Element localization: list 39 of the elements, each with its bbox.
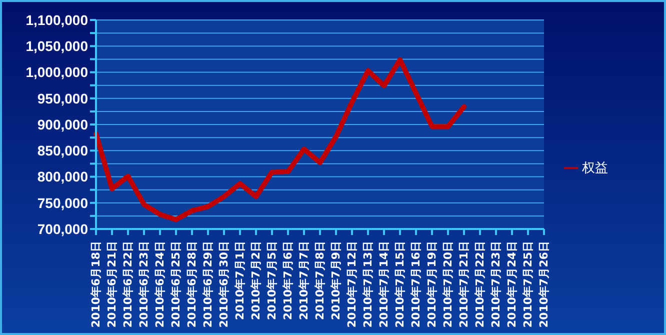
x-tick-label: 2010年7月26日 [538, 241, 550, 328]
x-tick-label: 2010年7月21日 [458, 241, 470, 328]
x-tick-label: 2010年7月1日 [234, 241, 246, 320]
x-tick-label: 2010年7月12日 [346, 241, 358, 328]
x-tick-label: 2010年7月13日 [362, 241, 374, 328]
x-tick-label: 2010年7月7日 [298, 241, 310, 320]
x-tick-label: 2010年7月6日 [282, 241, 294, 320]
x-tick-label: 2010年7月24日 [506, 241, 518, 328]
x-tick-label: 2010年7月2日 [250, 241, 262, 320]
y-tick-label: 700,000 [37, 220, 88, 237]
x-tick-label: 2010年6月23日 [138, 241, 150, 328]
x-tick-label: 2010年6月30日 [218, 241, 230, 328]
x-tick-label: 2010年7月8日 [314, 241, 326, 320]
x-tick-label: 2010年7月20日 [442, 241, 454, 328]
x-tick-label: 2010年6月25日 [170, 241, 182, 328]
x-tick-label: 2010年6月28日 [186, 241, 198, 328]
x-tick-label: 2010年7月14日 [378, 241, 390, 328]
y-tick-label: 900,000 [37, 116, 88, 132]
y-tick-label: 950,000 [37, 90, 88, 106]
x-tick-label: 2010年7月16日 [410, 241, 422, 328]
y-tick-label: 800,000 [37, 168, 88, 185]
legend-label: 权益 [582, 160, 608, 176]
x-tick-label: 2010年7月15日 [394, 241, 406, 328]
x-tick-label: 2010年7月22日 [474, 241, 486, 328]
x-tick-label: 2010年7月25日 [522, 241, 534, 328]
x-tick-label: 2010年7月9日 [330, 241, 342, 320]
x-tick-label: 2010年6月22日 [122, 241, 134, 328]
y-tick-label: 1,100,000 [26, 12, 88, 28]
x-tick-label: 2010年6月24日 [154, 241, 166, 328]
y-tick-label: 750,000 [37, 194, 88, 211]
x-tick-label: 2010年7月5日 [266, 241, 278, 320]
x-tick-label: 2010年6月21日 [106, 241, 118, 328]
x-tick-label: 2010年7月19日 [426, 241, 438, 328]
x-tick-label: 2010年6月18日 [90, 241, 102, 328]
x-tick-label: 2010年6月29日 [202, 241, 214, 328]
x-tick-label: 2010年7月23日 [490, 241, 502, 328]
y-tick-label: 850,000 [37, 142, 88, 159]
y-tick-label: 1,000,000 [26, 64, 88, 80]
y-tick-label: 1,050,000 [26, 38, 88, 54]
